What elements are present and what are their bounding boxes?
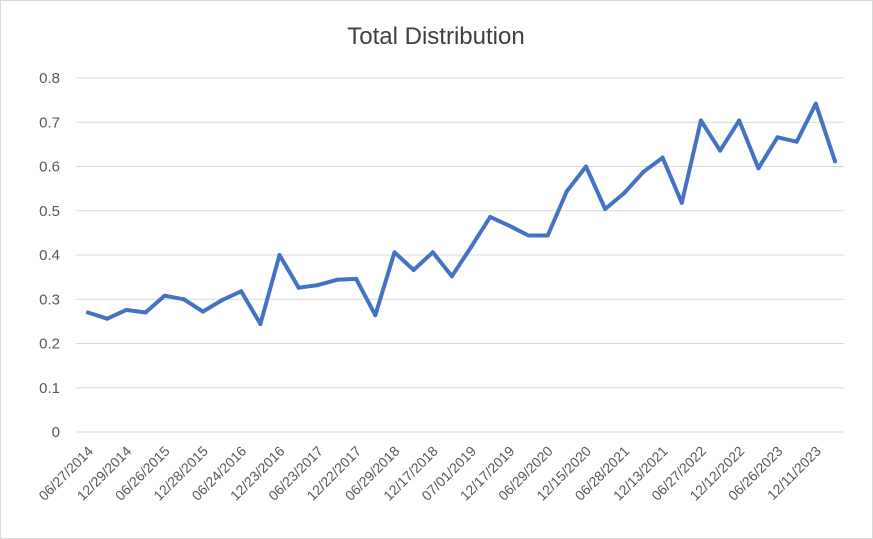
- y-tick-label: 0.2: [39, 336, 60, 353]
- data-point: [813, 101, 818, 106]
- data-point: [143, 310, 148, 315]
- y-tick-label: 0.4: [39, 247, 60, 264]
- data-point: [507, 223, 512, 228]
- y-tick-label: 0.6: [39, 159, 60, 176]
- data-point: [718, 148, 723, 153]
- y-axis-ticks: 0 0.1 0.2 0.3 0.4 0.5 0.6 0.7 0.8: [39, 70, 60, 441]
- data-point: [105, 316, 110, 321]
- data-point: [756, 166, 761, 171]
- y-tick-label: 0.3: [39, 291, 60, 308]
- data-point: [181, 297, 186, 302]
- y-tick-label: 0: [52, 424, 60, 441]
- data-point: [124, 307, 129, 312]
- data-point: [660, 155, 665, 160]
- gridlines: [76, 77, 844, 433]
- data-point: [430, 250, 435, 255]
- data-point: [411, 268, 416, 273]
- y-tick-label: 0.7: [39, 114, 60, 131]
- data-point: [354, 276, 359, 281]
- x-axis-ticks: 06/27/201412/29/201406/26/201512/28/2015…: [35, 443, 824, 504]
- data-point: [564, 189, 569, 194]
- data-point: [775, 135, 780, 140]
- data-point: [296, 285, 301, 290]
- data-point: [200, 309, 205, 314]
- data-point: [162, 293, 167, 298]
- data-point: [469, 245, 474, 250]
- data-point: [86, 310, 90, 315]
- data-point: [641, 169, 646, 174]
- data-point: [794, 139, 799, 144]
- data-point: [373, 313, 378, 318]
- data-point: [833, 159, 837, 164]
- data-point: [315, 283, 320, 288]
- data-point: [698, 118, 703, 123]
- data-point: [545, 233, 550, 238]
- data-point: [239, 289, 244, 294]
- data-point: [392, 250, 397, 255]
- data-point: [679, 200, 684, 205]
- data-point: [584, 164, 588, 169]
- data-point: [220, 298, 225, 303]
- data-point: [335, 277, 339, 282]
- series-line: [86, 101, 837, 326]
- data-point: [488, 214, 493, 219]
- data-point: [258, 322, 263, 327]
- data-point: [603, 206, 608, 211]
- y-tick-label: 0.5: [39, 203, 60, 220]
- y-tick-label: 0.1: [39, 380, 60, 397]
- chart-title: Total Distribution: [347, 23, 524, 50]
- data-point: [737, 118, 742, 123]
- data-point: [622, 191, 627, 196]
- data-point: [449, 274, 454, 279]
- data-point: [526, 233, 531, 238]
- series-layer: [86, 101, 837, 327]
- data-point: [277, 253, 282, 257]
- y-tick-label: 0.8: [39, 70, 60, 87]
